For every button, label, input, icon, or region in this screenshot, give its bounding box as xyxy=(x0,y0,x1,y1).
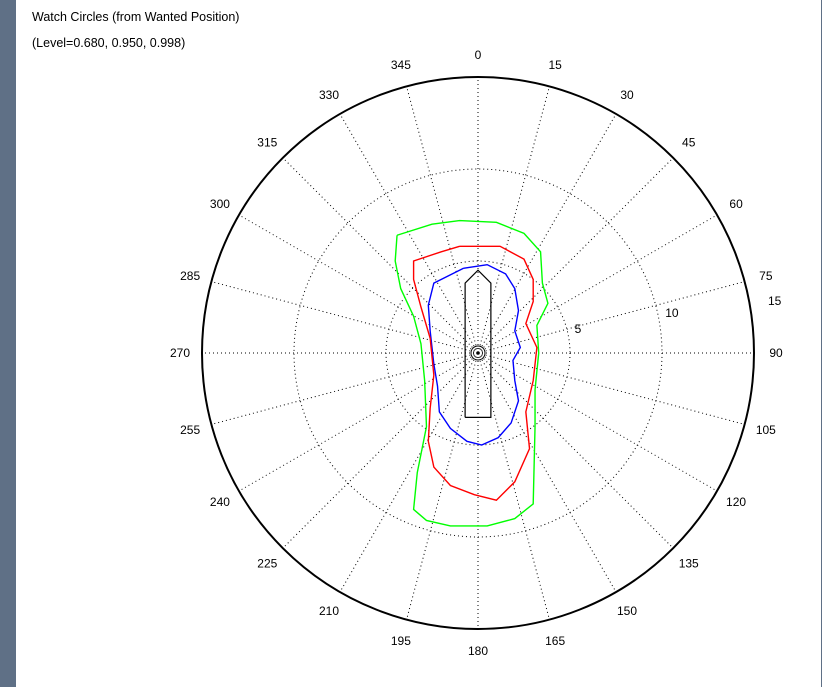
radial-tick-label: 5 xyxy=(575,322,582,336)
angle-tick-label: 135 xyxy=(679,557,699,571)
angle-spoke xyxy=(477,352,745,425)
angle-spoke xyxy=(282,157,479,354)
polar-grid xyxy=(201,76,755,630)
angle-tick-label: 255 xyxy=(180,423,200,437)
angle-spoke xyxy=(282,352,479,549)
figure: Watch Circles (from Wanted Position) (Le… xyxy=(16,0,821,687)
chart-subtitle: (Level=0.680, 0.950, 0.998) xyxy=(32,36,186,50)
series-line-0 xyxy=(427,263,522,446)
angle-spoke xyxy=(477,352,550,620)
angle-tick-label: 30 xyxy=(620,88,634,102)
angle-spoke xyxy=(477,214,718,354)
series-layer xyxy=(394,219,549,527)
angle-tick-label: 165 xyxy=(545,634,565,648)
angle-tick-label: 105 xyxy=(756,423,776,437)
angle-tick-label: 330 xyxy=(319,88,339,102)
angle-tick-label: 15 xyxy=(548,58,562,72)
angle-spoke xyxy=(406,352,479,620)
angle-spoke xyxy=(238,214,479,354)
vessel-outline xyxy=(464,269,492,418)
angle-tick-label: 75 xyxy=(759,269,773,283)
angle-spoke xyxy=(339,352,479,593)
angle-tick-label: 345 xyxy=(391,58,411,72)
angle-tick-label: 45 xyxy=(682,135,696,149)
series-line-1 xyxy=(412,245,538,501)
angle-tick-label: 180 xyxy=(468,644,488,658)
angle-spoke xyxy=(477,113,617,354)
angle-spoke xyxy=(477,352,674,549)
angle-spoke xyxy=(238,352,479,492)
angle-spoke xyxy=(211,281,479,354)
center-marker xyxy=(470,345,486,361)
angle-tick-label: 60 xyxy=(729,197,743,211)
tick-labels: 0153045607590105120135150165180195210225… xyxy=(170,48,783,658)
angle-tick-label: 225 xyxy=(257,557,277,571)
angle-spoke xyxy=(406,86,479,354)
outer-circle xyxy=(201,76,755,630)
angle-tick-label: 270 xyxy=(170,346,190,360)
polar-plot: 0153045607590105120135150165180195210225… xyxy=(170,48,783,658)
angle-tick-label: 120 xyxy=(726,495,746,509)
angle-tick-label: 240 xyxy=(210,495,230,509)
radial-tick-label: 15 xyxy=(768,294,782,308)
series-line-2 xyxy=(394,219,549,527)
radial-tick-label: 10 xyxy=(665,306,679,320)
center-dot xyxy=(476,351,480,355)
angle-tick-label: 285 xyxy=(180,269,200,283)
angle-tick-label: 300 xyxy=(210,197,230,211)
angle-spoke xyxy=(477,352,617,593)
chart-title: Watch Circles (from Wanted Position) xyxy=(32,10,240,24)
angle-tick-label: 0 xyxy=(475,48,482,62)
angle-tick-label: 210 xyxy=(319,604,339,618)
angle-spoke xyxy=(339,113,479,354)
angle-tick-label: 195 xyxy=(391,634,411,648)
angle-spoke xyxy=(477,86,550,354)
angle-tick-label: 150 xyxy=(617,604,637,618)
angle-tick-label: 315 xyxy=(257,135,277,149)
angle-tick-label: 90 xyxy=(769,346,783,360)
